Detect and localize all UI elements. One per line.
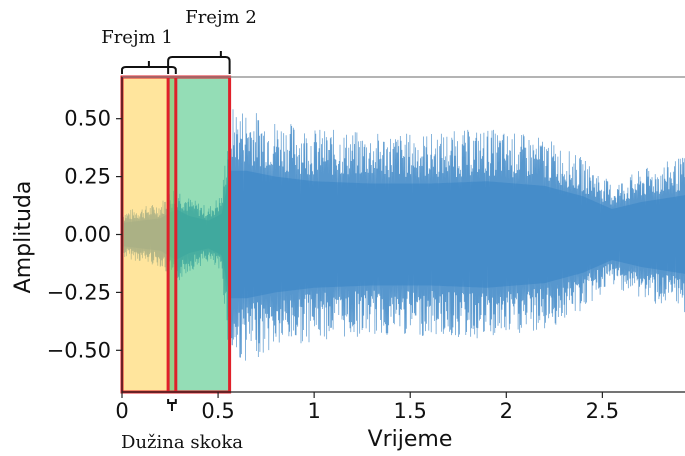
frame-2-label: Frejm 2 [185, 7, 257, 28]
frame-2-fill [168, 77, 230, 392]
y-tick-label: 0.50 [64, 107, 111, 131]
hop-length-label: Dužina skoka [121, 432, 243, 453]
y-tick-label: −0.50 [47, 338, 111, 362]
y-tick-label: 0.25 [64, 165, 111, 189]
frame-1-label: Frejm 1 [101, 27, 173, 48]
x-tick-label: 2.5 [586, 399, 619, 423]
y-axis-label: Amplituda [11, 181, 36, 294]
x-tick-label: 0.5 [201, 399, 234, 423]
x-tick-label: 2 [500, 399, 513, 423]
hop-bracket [167, 399, 177, 404]
y-tick-label: −0.25 [47, 280, 111, 304]
frame-2-bracket [167, 56, 231, 74]
frames [120, 75, 232, 394]
tick-labels: 0.50 0.25 0.00 −0.25 −0.50 0 0.5 1 1.5 2 2.5 [47, 107, 619, 423]
x-axis-label: Vrijeme [368, 427, 453, 452]
x-tick-label: 1.5 [394, 399, 427, 423]
annotations: Frejm 1 Frejm 2 Dužina skoka [101, 7, 257, 453]
x-tick-label: 0 [115, 399, 128, 423]
x-tick-label: 1 [307, 399, 320, 423]
y-tick-label: 0.00 [64, 223, 111, 247]
